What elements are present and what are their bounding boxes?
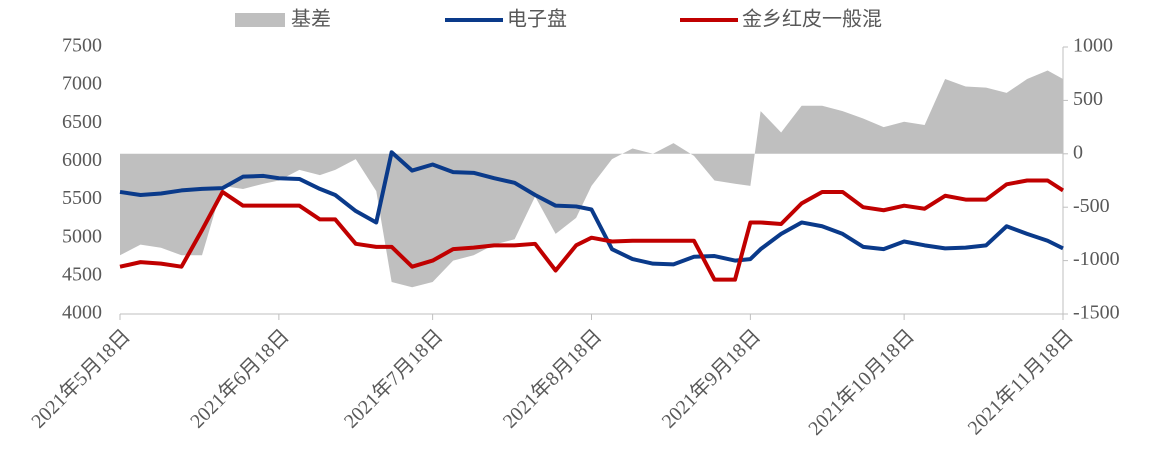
x-tick-label: 2021年10月18日 — [804, 325, 919, 440]
y-tick-label: 6500 — [62, 111, 102, 133]
legend-label: 金乡红皮一般混 — [742, 8, 882, 31]
y-tick-label: 4500 — [62, 263, 102, 285]
series-line — [119, 150, 1064, 267]
x-tick-label: 2021年9月18日 — [657, 325, 765, 433]
x-tick-label: 2021年7月18日 — [339, 325, 447, 433]
y-tick-label: 5000 — [62, 225, 102, 247]
legend-label: 基差 — [291, 8, 331, 31]
series-line — [119, 178, 1065, 282]
y2-tick-label: -1000 — [1073, 248, 1120, 270]
x-tick-label: 2021年8月18日 — [498, 325, 606, 433]
x-tick-label: 2021年5月18日 — [27, 325, 135, 433]
y-tick-label: 4000 — [62, 302, 102, 324]
y-tick-label: 7000 — [62, 73, 102, 95]
y2-tick-label: 0 — [1073, 141, 1083, 163]
y-tick-label: 7500 — [62, 35, 102, 57]
x-tick-label: 2021年11月18日 — [963, 325, 1078, 440]
legend-swatch — [235, 13, 285, 27]
y-tick-label: 5500 — [62, 187, 102, 209]
basis-area — [120, 70, 1063, 288]
y2-tick-label: -500 — [1073, 195, 1110, 217]
x-tick-label: 2021年6月18日 — [185, 325, 293, 433]
y2-tick-label: -1500 — [1073, 302, 1120, 324]
y2-tick-label: 500 — [1073, 88, 1103, 110]
y2-tick-label: 1000 — [1073, 35, 1113, 57]
y-tick-label: 6000 — [62, 149, 102, 171]
legend-label: 电子盘 — [507, 8, 567, 31]
